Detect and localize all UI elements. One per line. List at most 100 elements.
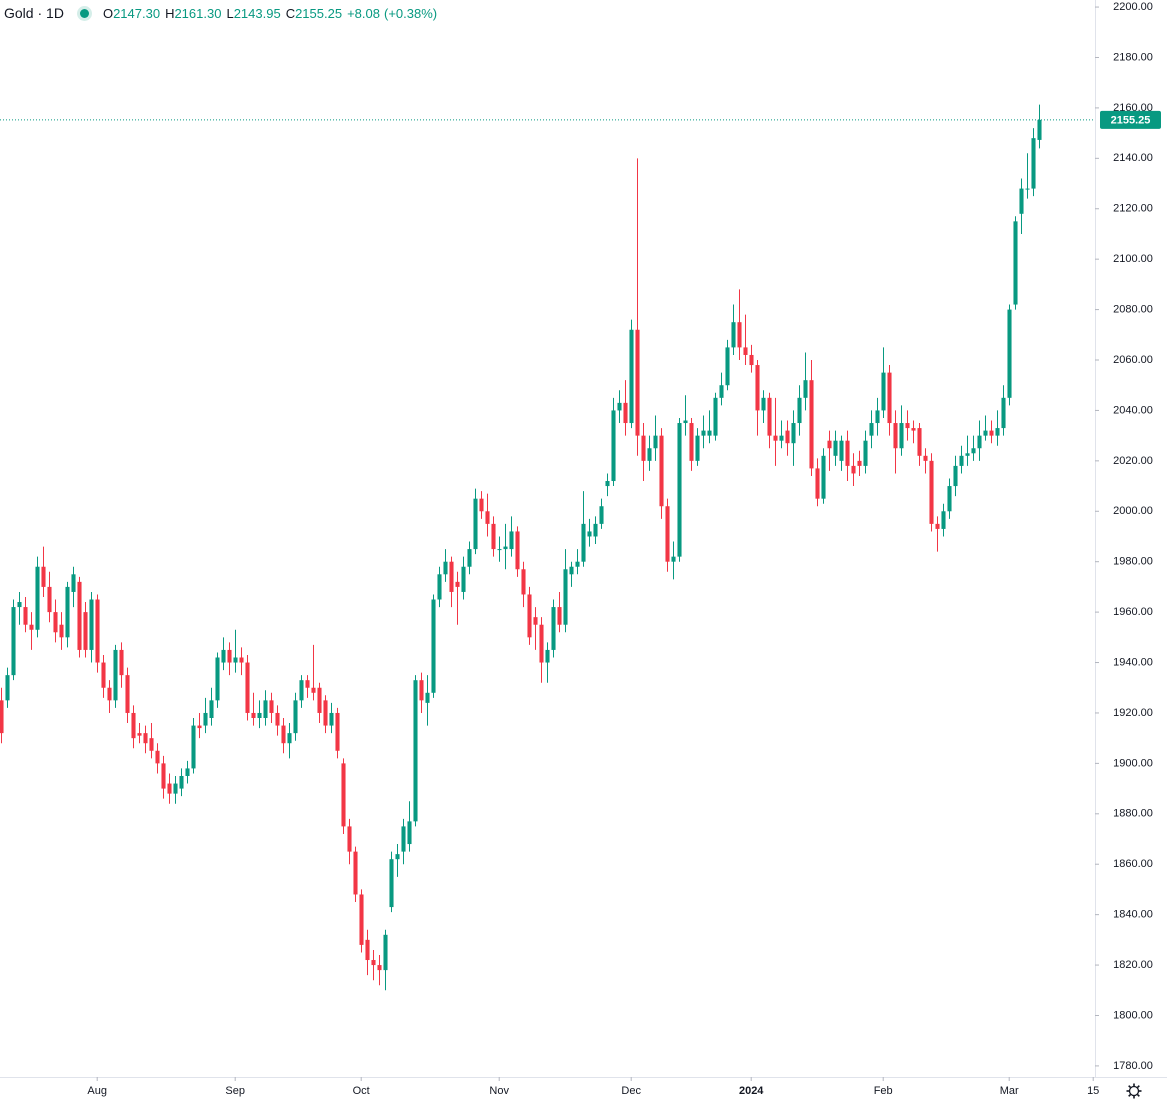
- status-dot: [79, 8, 89, 18]
- candle-body: [887, 372, 892, 424]
- candle-body: [857, 460, 862, 466]
- candle-body: [521, 569, 526, 595]
- candle-body: [755, 365, 760, 411]
- ohlc-value: 2155.25: [295, 5, 343, 21]
- y-tick-label: 1960.00: [1113, 606, 1153, 618]
- y-tick-label: 1980.00: [1113, 556, 1153, 568]
- candle-body: [287, 733, 292, 744]
- candle-body: [719, 385, 724, 398]
- candle-body: [407, 821, 412, 845]
- candle-body: [1007, 309, 1012, 398]
- candle-body: [359, 894, 364, 945]
- candle-body: [695, 435, 700, 461]
- settings-icon-tooth: [1128, 1093, 1132, 1097]
- candle-body: [629, 329, 634, 424]
- candle-body: [425, 692, 430, 703]
- candle-body: [119, 649, 124, 676]
- x-tick-label: 15: [1087, 1085, 1099, 1097]
- candle-body: [725, 347, 730, 386]
- candle-body: [785, 430, 790, 444]
- ohlc-label: O: [102, 5, 114, 21]
- candles: [0, 104, 1042, 991]
- candle-body: [953, 465, 958, 487]
- candle-body: [929, 460, 934, 524]
- candle-body: [803, 380, 808, 398]
- candle-body: [35, 566, 40, 630]
- candle-body: [125, 675, 130, 713]
- candle-body: [155, 750, 160, 764]
- candle-body: [143, 733, 148, 744]
- candle-body: [107, 687, 112, 701]
- candle-body: [647, 448, 652, 461]
- settings-icon[interactable]: [1126, 1083, 1142, 1099]
- candle-body: [161, 763, 166, 789]
- y-tick-label: 2040.00: [1113, 404, 1153, 416]
- candle-body: [851, 465, 856, 474]
- candle-body: [845, 440, 850, 466]
- candle-body: [377, 965, 382, 971]
- candle-body: [131, 712, 136, 739]
- y-tick-label: 2100.00: [1113, 253, 1153, 265]
- candle-body: [893, 423, 898, 449]
- candle-body: [269, 700, 274, 713]
- candle-body: [203, 712, 208, 726]
- y-tick-label: 2120.00: [1113, 203, 1153, 215]
- candle-body: [1031, 138, 1036, 189]
- candle-body: [971, 448, 976, 454]
- x-tick-label: Oct: [353, 1085, 370, 1097]
- candle-body: [449, 561, 454, 592]
- change: +8.08: [347, 5, 380, 21]
- y-tick-label: 1800.00: [1113, 1009, 1153, 1021]
- candle-body: [599, 506, 604, 524]
- y-tick-label: 2200.00: [1113, 1, 1153, 13]
- candle-body: [989, 430, 994, 436]
- candle-body: [179, 775, 184, 789]
- ohlc-label: H: [165, 5, 175, 21]
- candle-body: [863, 440, 868, 466]
- candle-body: [173, 783, 178, 794]
- candle-body: [29, 624, 34, 630]
- settings-icon-tooth: [1136, 1093, 1140, 1097]
- candle-body: [227, 649, 232, 663]
- y-tick-label: 2160.00: [1113, 102, 1153, 114]
- y-tick-label: 1780.00: [1113, 1060, 1153, 1072]
- candle-body: [905, 423, 910, 429]
- candle-body: [545, 649, 550, 663]
- candle-body: [341, 763, 346, 827]
- candle-body: [593, 523, 598, 537]
- candle-body: [293, 700, 298, 734]
- y-tick-label: 1940.00: [1113, 656, 1153, 668]
- candle-body: [533, 617, 538, 625]
- x-tick-label: Dec: [621, 1085, 641, 1097]
- candle-body: [653, 435, 658, 449]
- candle-body: [569, 566, 574, 575]
- candle-body: [881, 372, 886, 411]
- candle-body: [311, 687, 316, 693]
- candle-body: [185, 768, 190, 776]
- candle-body: [815, 468, 820, 499]
- last-price-tag: [1100, 110, 1161, 129]
- candle-body: [791, 423, 796, 444]
- candle-body: [707, 430, 712, 436]
- candle-body: [773, 435, 778, 441]
- candle-body: [1013, 221, 1018, 305]
- candle-body: [431, 599, 436, 693]
- candle-body: [371, 960, 376, 966]
- candle-body: [899, 423, 904, 449]
- y-tick-label: 2000.00: [1113, 505, 1153, 517]
- candle-body: [611, 410, 616, 482]
- candle-body: [575, 561, 580, 567]
- candle-body: [251, 712, 256, 718]
- symbol: Gold: [4, 5, 34, 21]
- candle-body: [461, 566, 466, 592]
- y-tick-label: 1880.00: [1113, 808, 1153, 820]
- candle-body: [923, 455, 928, 461]
- candle-body: [467, 549, 472, 567]
- candle-body: [821, 455, 826, 499]
- candle-body: [941, 511, 946, 529]
- candle-body: [5, 675, 10, 701]
- candle-body: [347, 826, 352, 852]
- candle-body: [17, 602, 22, 608]
- candle-body: [89, 599, 94, 650]
- candle-body: [275, 712, 280, 726]
